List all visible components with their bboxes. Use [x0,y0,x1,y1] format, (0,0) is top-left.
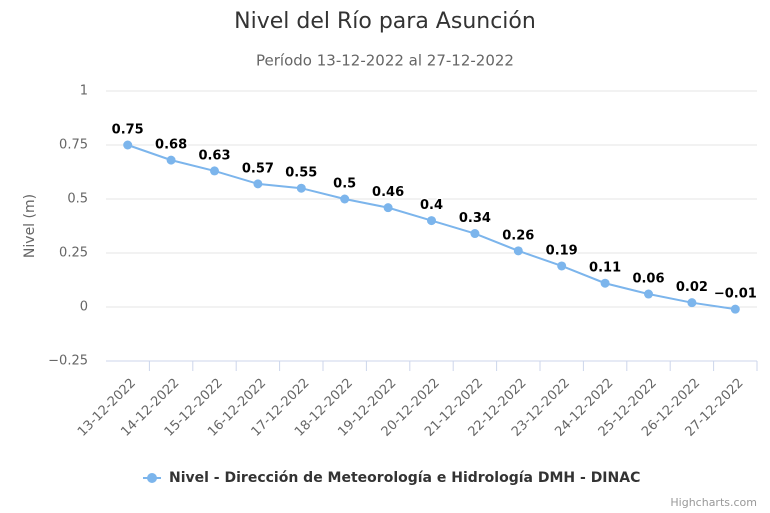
marker [166,155,176,165]
credits[interactable]: Highcharts.com [670,496,757,509]
legend-item[interactable]: Nivel - Dirección de Meteorología e Hidr… [169,470,640,486]
marker [557,261,567,271]
data-label: 0.46 [372,185,404,200]
data-label: −0.01 [714,287,757,302]
marker [253,179,263,189]
data-label: 0.02 [676,280,708,295]
marker [644,289,653,299]
data-label: 0.19 [546,243,578,258]
marker [687,298,697,308]
chart-subtitle: Período 13-12-2022 al 27-12-2022 [256,52,514,70]
y-tick-label: 1 [80,84,88,99]
data-label: 0.4 [420,198,443,213]
marker [470,229,480,239]
marker [427,216,436,226]
marker [123,140,133,150]
marker [210,166,219,176]
marker [513,246,523,256]
data-label: 0.57 [242,161,274,176]
y-axis-title: Nivel (m) [22,194,38,258]
y-tick-label: 0 [80,300,88,315]
data-label: 0.06 [632,272,664,287]
data-label: 0.68 [155,138,187,153]
data-label: 0.11 [589,261,621,276]
y-tick-label: −0.25 [48,354,88,369]
marker [296,183,306,193]
marker [600,278,610,288]
data-label: 0.5 [333,177,356,192]
y-tick-label: 0.25 [59,246,88,261]
data-label: 0.55 [285,166,317,181]
data-label: 0.75 [112,123,144,138]
marker [730,304,740,314]
chart-title: Nivel del Río para Asunción [234,9,536,34]
marker [383,203,393,213]
marker [340,194,350,204]
data-label: 0.34 [459,211,491,226]
data-label: 0.26 [502,228,534,243]
y-tick-label: 0.5 [67,192,88,207]
legend-symbol [147,473,157,483]
y-tick-label: 0.75 [59,138,88,153]
data-label: 0.63 [198,148,230,163]
